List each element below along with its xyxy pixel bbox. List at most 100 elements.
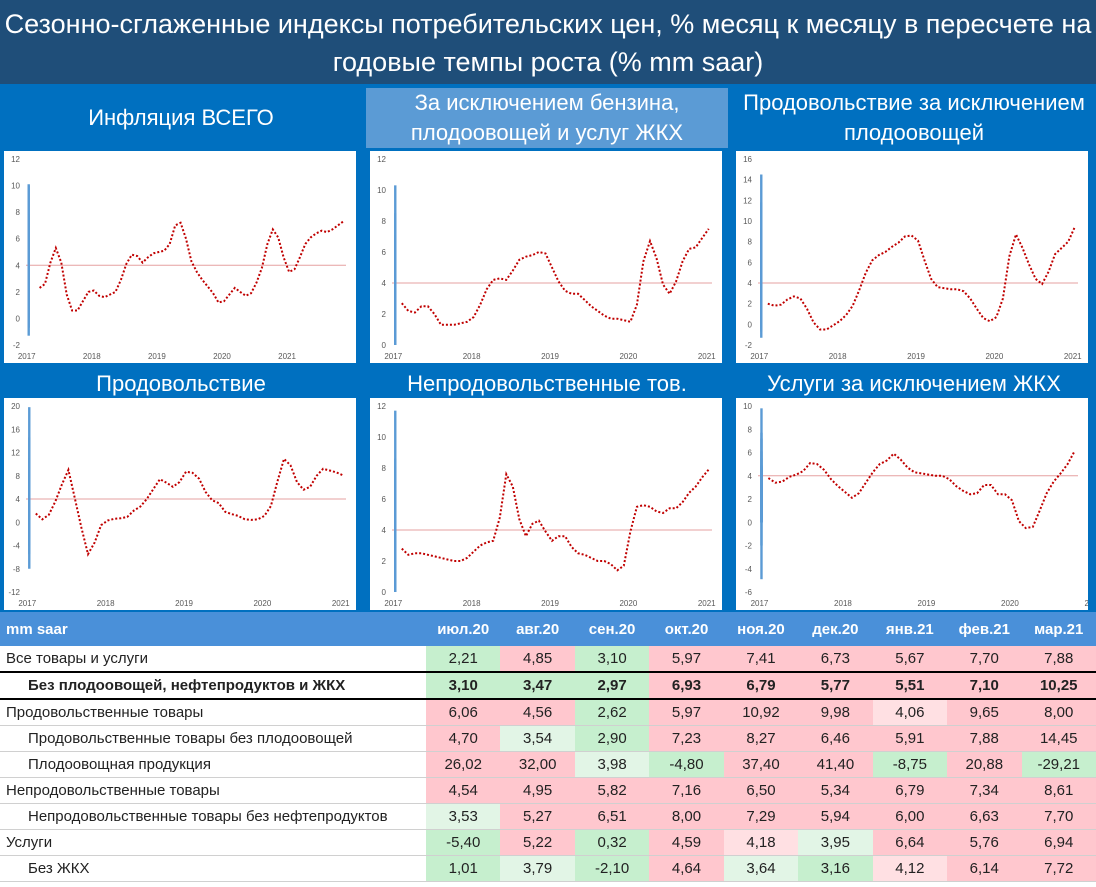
y-tick-label: 12 xyxy=(11,449,20,458)
x-tick-label: 2018 xyxy=(83,352,101,361)
table-cell: 37,40 xyxy=(723,751,799,778)
y-tick-label: 4 xyxy=(748,472,753,481)
table-column-header: фев.21 xyxy=(947,612,1022,646)
x-tick-label: 2019 xyxy=(541,599,559,608)
table-header-row: mm saar июл.20 авг.20 сен.20 окт.20 ноя.20 де… xyxy=(0,612,1096,646)
row-label: Непродовольственные товары xyxy=(0,777,426,804)
x-tick-label: 2020 xyxy=(253,599,271,608)
y-tick-label: -4 xyxy=(13,542,21,551)
x-tick-label: 2017 xyxy=(384,352,402,361)
bar xyxy=(27,318,30,336)
y-tick-label: 0 xyxy=(382,588,387,597)
x-tick-label: 2021 xyxy=(332,599,350,608)
table-cell: 20,88 xyxy=(947,751,1022,778)
table-cell: 1,01 xyxy=(426,855,501,882)
table-cell: -5,40 xyxy=(426,829,501,856)
y-tick-label: -2 xyxy=(13,341,21,350)
table-cell: 7,16 xyxy=(649,777,724,804)
chart-nonfood: 0 2 4 6 8 10 12 2017 2018 2019 2020 2021 xyxy=(370,398,722,610)
y-tick-label: 0 xyxy=(16,314,21,323)
table-row: Услуги -5,40 5,22 0,32 4,59 4,18 3,95 6,64 5,76 6… xyxy=(0,829,1096,856)
x-tick-label: 2019 xyxy=(918,599,936,608)
x-tick-label: 2019 xyxy=(541,352,559,361)
row-label: Продовольственные товары без плодоовощей xyxy=(0,725,426,752)
trend-line xyxy=(767,450,1076,530)
table-corner-label: mm saar xyxy=(0,612,426,646)
y-tick-label: 0 xyxy=(382,341,387,350)
panel-title-total-inflation: Инфляция ВСЕГО xyxy=(0,88,362,148)
table-column-header: янв.21 xyxy=(872,612,948,646)
y-tick-label: 0 xyxy=(16,518,21,527)
y-tick-label: -6 xyxy=(745,588,753,597)
panel-title-core: За исключением бензина, плодоовощей и ус… xyxy=(366,88,728,148)
x-tick-label: 2018 xyxy=(463,352,481,361)
y-tick-label: -8 xyxy=(13,565,21,574)
y-tick-label: 0 xyxy=(748,320,753,329)
table-cell: 6,51 xyxy=(574,803,650,830)
y-tick-label: 16 xyxy=(743,155,752,164)
table-cell: 4,59 xyxy=(649,829,724,856)
table-cell: 6,00 xyxy=(872,803,948,830)
x-tick-label: 2018 xyxy=(97,599,115,608)
chart-svg: 0 2 4 6 8 10 12 2017 2018 2019 2020 2021 xyxy=(377,155,716,361)
table-cell: 7,34 xyxy=(947,777,1022,804)
table-cell: 5,67 xyxy=(872,646,948,673)
y-tick-label: 8 xyxy=(382,464,387,473)
x-tick-label: 2018 xyxy=(834,599,852,608)
table-cell: 4,06 xyxy=(872,699,948,726)
table-column-header: авг.20 xyxy=(500,612,575,646)
table-cell: 8,61 xyxy=(1021,777,1096,804)
y-tick-label: 8 xyxy=(748,425,753,434)
chart-core: 0 2 4 6 8 10 12 2017 2018 2019 2020 2021 xyxy=(370,151,722,363)
panel-title-nonfood: Непродовольственные тов. xyxy=(366,367,728,401)
table-cell: 5,82 xyxy=(574,777,650,804)
y-tick-label: 4 xyxy=(382,279,387,288)
y-tick-label: -12 xyxy=(8,588,20,597)
table-cell: 6,14 xyxy=(947,855,1022,882)
table-column-header: мар.21 xyxy=(1021,612,1096,646)
table-cell: 5,97 xyxy=(649,646,724,673)
y-tick-label: 12 xyxy=(743,196,752,205)
table-cell: 7,70 xyxy=(1021,803,1096,830)
x-tick-label: 2017 xyxy=(18,599,36,608)
x-tick-label: 2021 xyxy=(1084,599,1088,608)
table-cell: 2,90 xyxy=(574,725,650,752)
chart-food: -12 -8 -4 0 4 8 12 16 20 2017 2018 2019 2020 2021 xyxy=(4,398,356,610)
table-cell: 5,91 xyxy=(872,725,948,752)
chart-svg: -2 0 2 4 6 8 10 12 14 16 2017 2018 2019 2020 2021 xyxy=(743,155,1082,361)
y-tick-label: 8 xyxy=(16,472,21,481)
inflation-table: mm saar июл.20 авг.20 сен.20 окт.20 ноя.20 де… xyxy=(0,612,1096,882)
row-label: Услуги xyxy=(0,829,426,856)
table-cell: 5,22 xyxy=(500,829,575,856)
table-cell: 6,63 xyxy=(947,803,1022,830)
trend-line xyxy=(39,220,344,312)
trend-line xyxy=(767,226,1076,331)
table-cell: 7,41 xyxy=(723,646,799,673)
table-cell: 3,53 xyxy=(426,803,501,830)
table-cell: 4,54 xyxy=(426,777,501,804)
x-tick-label: 2019 xyxy=(907,352,925,361)
y-tick-label: 12 xyxy=(11,155,20,164)
y-tick-label: 2 xyxy=(748,300,753,309)
chart-svg: -12 -8 -4 0 4 8 12 16 20 2017 2018 2019 2020 2021 xyxy=(8,402,350,608)
table-cell: 4,95 xyxy=(500,777,575,804)
bar xyxy=(27,214,30,319)
table-cell: 41,40 xyxy=(798,751,873,778)
x-tick-label: 2021 xyxy=(698,352,716,361)
chart-svg: -2 0 2 4 6 8 10 12 2017 2018 2019 2020 2021 xyxy=(11,155,346,361)
table-cell: 8,00 xyxy=(1021,699,1096,726)
bar xyxy=(28,522,31,546)
bar xyxy=(760,522,763,580)
x-tick-label: 2017 xyxy=(750,352,768,361)
x-tick-label: 2020 xyxy=(213,352,231,361)
x-tick-label: 2017 xyxy=(384,599,402,608)
table-cell: 5,27 xyxy=(500,803,575,830)
table-cell: 3,10 xyxy=(574,646,650,673)
table-column-header: июл.20 xyxy=(426,612,501,646)
table-cell: 3,79 xyxy=(500,855,575,882)
panel-title-food-ex-fruit-veg: Продовольствие за исключением плодоовоще… xyxy=(732,88,1096,148)
table-row: Все товары и услуги 2,21 4,85 3,10 5,97 7,41 6… xyxy=(0,646,1096,673)
table-cell: 5,51 xyxy=(872,671,948,700)
table-cell: 4,70 xyxy=(426,725,501,752)
table-row: Без ЖКХ 1,01 3,79 -2,10 4,64 3,64 3,16 4,12 6,14… xyxy=(0,855,1096,882)
